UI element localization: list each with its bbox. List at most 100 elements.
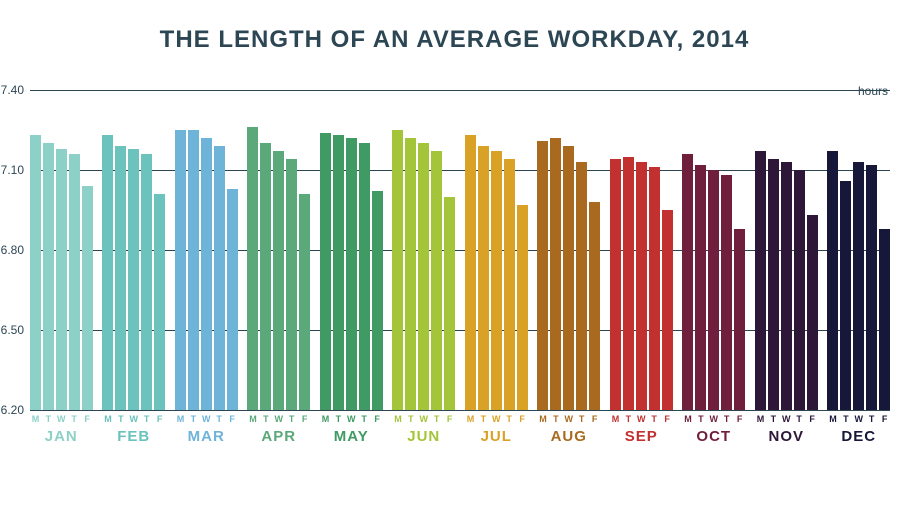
day-label: T (214, 414, 225, 424)
bar (333, 135, 344, 410)
bars (393, 90, 456, 410)
month-group-jan: MTWTFJAN (30, 90, 93, 410)
bar (576, 162, 587, 410)
bar (299, 194, 310, 410)
bar (141, 154, 152, 410)
month-label: APR (248, 428, 311, 445)
bars (103, 90, 166, 410)
day-label: F (807, 414, 818, 424)
day-label: W (273, 414, 284, 424)
day-label: T (260, 414, 271, 424)
bar (636, 162, 647, 410)
y-tick-label: 6.50 (1, 323, 24, 337)
y-tick-label: 6.80 (1, 243, 24, 257)
bar (537, 141, 548, 410)
day-label: T (69, 414, 80, 424)
bar (807, 215, 818, 410)
day-label: T (188, 414, 199, 424)
day-labels: MTWTF (683, 414, 746, 424)
bar (444, 197, 455, 410)
day-labels: MTWTF (465, 414, 528, 424)
month-group-sep: MTWTFSEP (610, 90, 673, 410)
bar (214, 146, 225, 410)
bars (683, 90, 746, 410)
bar (320, 133, 331, 410)
day-label: T (478, 414, 489, 424)
day-label: F (734, 414, 745, 424)
day-label: M (610, 414, 621, 424)
bar (504, 159, 515, 410)
bar (491, 151, 502, 410)
month-label: JUN (393, 428, 456, 445)
bar (755, 151, 766, 410)
day-label: F (662, 414, 673, 424)
bar (623, 157, 634, 410)
bar (550, 138, 561, 410)
month-label: JUL (465, 428, 528, 445)
day-label: T (840, 414, 851, 424)
day-labels: MTWTF (393, 414, 456, 424)
month-group-oct: MTWTFOCT (683, 90, 746, 410)
bar (418, 143, 429, 410)
month-label: AUG (538, 428, 601, 445)
chart-area: hours MTWTFJANMTWTFFEBMTWTFMARMTWTFAPRMT… (30, 90, 890, 460)
bar (128, 149, 139, 410)
bar (405, 138, 416, 410)
bar (682, 154, 693, 410)
bar (781, 162, 792, 410)
month-group-feb: MTWTFFEB (103, 90, 166, 410)
bars (610, 90, 673, 410)
day-label: T (695, 414, 706, 424)
gridline (30, 410, 890, 411)
bar (359, 143, 370, 410)
bar (465, 135, 476, 410)
day-label: T (333, 414, 344, 424)
bar (69, 154, 80, 410)
day-label: W (418, 414, 429, 424)
month-label: JAN (30, 428, 93, 445)
day-label: F (299, 414, 310, 424)
y-tick-label: 7.40 (1, 83, 24, 97)
day-label: M (102, 414, 113, 424)
month-label: SEP (610, 428, 673, 445)
day-labels: MTWTF (538, 414, 601, 424)
day-label: W (128, 414, 139, 424)
day-label: T (721, 414, 732, 424)
day-label: M (682, 414, 693, 424)
day-label: M (537, 414, 548, 424)
bar (827, 151, 838, 410)
day-label: T (866, 414, 877, 424)
day-labels: MTWTF (828, 414, 891, 424)
month-group-jul: MTWTFJUL (465, 90, 528, 410)
bar (273, 151, 284, 410)
day-label: F (589, 414, 600, 424)
month-group-dec: MTWTFDEC (828, 90, 891, 410)
day-label: W (201, 414, 212, 424)
day-labels: MTWTF (320, 414, 383, 424)
bar (589, 202, 600, 410)
bar (43, 143, 54, 410)
day-label: T (141, 414, 152, 424)
day-label: W (853, 414, 864, 424)
bar (227, 189, 238, 410)
day-label: W (346, 414, 357, 424)
month-group-apr: MTWTFAPR (248, 90, 311, 410)
bars (538, 90, 601, 410)
day-label: W (563, 414, 574, 424)
day-label: M (827, 414, 838, 424)
day-label: W (636, 414, 647, 424)
day-label: F (227, 414, 238, 424)
day-label: M (465, 414, 476, 424)
day-label: W (56, 414, 67, 424)
bar (286, 159, 297, 410)
month-label: OCT (683, 428, 746, 445)
plot-region: MTWTFJANMTWTFFEBMTWTFMARMTWTFAPRMTWTFMAY… (30, 90, 890, 410)
bar (201, 138, 212, 410)
bar (721, 175, 732, 410)
bar (794, 170, 805, 410)
bar (708, 170, 719, 410)
bar (175, 130, 186, 410)
bars (828, 90, 891, 410)
day-labels: MTWTF (610, 414, 673, 424)
month-group-aug: MTWTFAUG (538, 90, 601, 410)
